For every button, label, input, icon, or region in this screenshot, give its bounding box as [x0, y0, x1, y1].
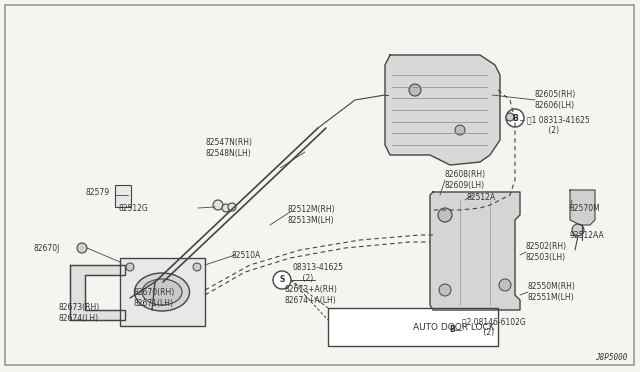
Polygon shape: [385, 55, 500, 165]
Text: 82512G: 82512G: [118, 203, 148, 212]
Circle shape: [506, 109, 524, 127]
Text: 82570M: 82570M: [570, 203, 601, 212]
Circle shape: [572, 224, 584, 236]
Text: 82605(RH)
82606(LH): 82605(RH) 82606(LH): [535, 90, 576, 110]
Polygon shape: [570, 190, 595, 225]
Circle shape: [443, 321, 461, 339]
Circle shape: [506, 113, 514, 121]
Circle shape: [499, 279, 511, 291]
Circle shape: [193, 263, 201, 271]
Circle shape: [409, 84, 421, 96]
Text: ␒2 08146-6102G
         (2): ␒2 08146-6102G (2): [462, 317, 525, 337]
Text: ␒1 08313-41625
         (2): ␒1 08313-41625 (2): [527, 115, 589, 135]
Circle shape: [213, 200, 223, 210]
Text: 82670J: 82670J: [34, 244, 60, 253]
Text: B: B: [449, 326, 455, 334]
Text: 82502(RH)
82503(LH): 82502(RH) 82503(LH): [526, 242, 567, 262]
PathPatch shape: [70, 265, 125, 320]
Circle shape: [273, 271, 291, 289]
Text: 82608(RH)
82609(LH): 82608(RH) 82609(LH): [445, 170, 486, 190]
Bar: [328, 308, 498, 346]
Text: B: B: [512, 113, 518, 122]
Text: 82550M(RH)
82551M(LH): 82550M(RH) 82551M(LH): [528, 282, 576, 302]
Text: 82673(RH)
82674(LH): 82673(RH) 82674(LH): [58, 303, 99, 323]
Circle shape: [438, 208, 452, 222]
Circle shape: [126, 263, 134, 271]
Text: S: S: [279, 276, 285, 285]
Text: 08313-41625
    (2): 08313-41625 (2): [293, 263, 344, 283]
Text: AUTO DOOR LOCK: AUTO DOOR LOCK: [413, 323, 495, 331]
Ellipse shape: [142, 279, 182, 305]
Circle shape: [222, 204, 230, 212]
Text: 82547N(RH)
82548N(LH): 82547N(RH) 82548N(LH): [205, 138, 252, 158]
Text: 82512A: 82512A: [467, 192, 496, 202]
Circle shape: [455, 125, 465, 135]
Text: 82512M(RH)
82513M(LH): 82512M(RH) 82513M(LH): [288, 205, 335, 225]
Ellipse shape: [134, 273, 189, 311]
Circle shape: [77, 243, 87, 253]
Text: 82670(RH)
82671(LH): 82670(RH) 82671(LH): [133, 288, 174, 308]
Text: 82510A: 82510A: [232, 250, 261, 260]
Bar: [115, 185, 131, 207]
Text: 82579: 82579: [86, 187, 110, 196]
Text: 92512AA: 92512AA: [570, 231, 605, 240]
Circle shape: [228, 203, 236, 211]
Polygon shape: [430, 192, 520, 310]
Bar: [120, 258, 205, 326]
Circle shape: [439, 284, 451, 296]
Text: 82673+A(RH)
82674+A(LH): 82673+A(RH) 82674+A(LH): [285, 285, 338, 305]
Text: J8P5000: J8P5000: [595, 353, 627, 362]
